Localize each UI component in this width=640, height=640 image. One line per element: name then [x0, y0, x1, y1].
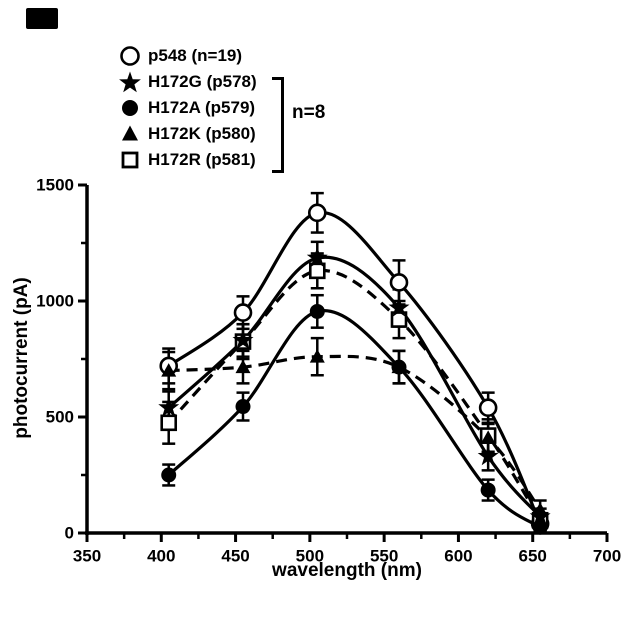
legend-bracket — [272, 77, 284, 173]
x-axis-label: wavelength (nm) — [272, 560, 422, 581]
marker — [122, 125, 138, 141]
legend-item-label: H172K (p580) — [148, 124, 256, 143]
x-tick-label: 550 — [370, 546, 398, 565]
curve-filled-star — [167, 255, 542, 518]
marker-filled-circle — [235, 399, 251, 415]
y-tick-label: 1000 — [36, 291, 74, 310]
open-square-icon — [112, 147, 148, 173]
filled-star-icon — [112, 69, 148, 95]
legend-item: H172G (p578) — [112, 69, 257, 95]
filled-triangle-icon — [112, 121, 148, 147]
marker-open-circle — [389, 273, 409, 292]
marker-open-circle — [233, 303, 253, 322]
marker-filled-triangle — [480, 430, 496, 444]
legend-item-label: H172R (p581) — [148, 150, 256, 169]
filled-circle-icon — [112, 95, 148, 121]
marker — [121, 151, 139, 169]
marker-filled-star — [477, 445, 499, 466]
legend-item: H172K (p580) — [112, 121, 257, 147]
legend-item: H172R (p581) — [112, 147, 257, 173]
x-tick-label: 500 — [296, 546, 324, 565]
marker-filled-star — [306, 247, 328, 267]
marker-filled-circle — [161, 467, 177, 483]
legend-item: p548 (n=19) — [112, 43, 257, 69]
marker — [120, 46, 140, 66]
marker — [122, 100, 138, 116]
x-tick-label: 650 — [519, 546, 547, 565]
marker-filled-circle — [480, 482, 496, 498]
legend-item-label: H172G (p578) — [148, 72, 257, 91]
x-tick-label: 600 — [444, 546, 472, 565]
marker-filled-triangle — [391, 359, 407, 374]
panel-marker — [26, 8, 58, 29]
legend-item: H172A (p579) — [112, 95, 257, 121]
marker-filled-star — [232, 329, 254, 350]
open-circle-icon — [112, 43, 148, 69]
legend-item-label: H172A (p579) — [148, 98, 256, 117]
curve-open-square — [167, 268, 542, 522]
y-tick-label: 500 — [46, 407, 74, 426]
marker-filled-triangle — [235, 359, 251, 374]
marker-open-square — [390, 311, 408, 328]
x-tick-label: 700 — [593, 546, 621, 565]
marker-filled-star — [388, 297, 410, 317]
legend-bracket-label: n=8 — [292, 102, 326, 123]
marker-filled-star — [529, 505, 551, 526]
x-tick-label: 350 — [73, 546, 101, 565]
marker-filled-triangle — [161, 363, 177, 377]
x-tick-label: 400 — [147, 546, 175, 565]
y-tick-label: 0 — [65, 523, 74, 542]
marker-filled-circle — [309, 303, 325, 319]
marker-open-circle — [307, 203, 327, 223]
x-tick-label: 450 — [221, 546, 249, 565]
marker-filled-triangle — [309, 349, 325, 363]
legend: p548 (n=19) H172G (p578) H172A (p579) H172K… — [112, 43, 257, 173]
marker-open-square — [160, 414, 178, 432]
marker-open-square — [308, 262, 326, 280]
marker-filled-star — [158, 396, 180, 417]
y-tick-label: 1500 — [36, 175, 74, 194]
legend-item-label: p548 (n=19) — [148, 46, 243, 65]
marker — [119, 71, 141, 93]
marker-open-circle — [478, 398, 498, 418]
y-axis-label: photocurrent (pA) — [11, 277, 32, 439]
